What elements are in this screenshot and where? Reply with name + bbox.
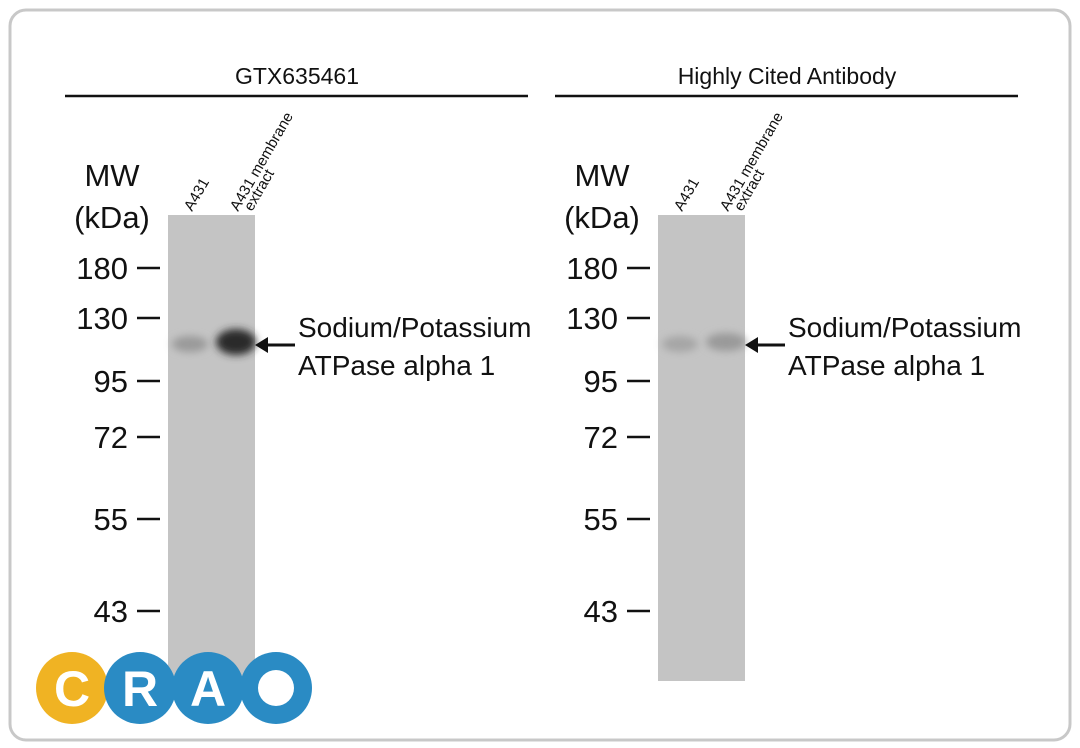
marker-label: 180 — [76, 251, 128, 286]
marker-label: 43 — [584, 594, 618, 629]
gel — [168, 215, 255, 681]
frame — [8, 8, 1072, 742]
marker-label: 43 — [94, 594, 128, 629]
logo-letter: R — [122, 661, 158, 717]
panel-title: GTX635461 — [235, 63, 359, 89]
marker-label: 130 — [566, 301, 618, 336]
logo-letter: A — [190, 661, 226, 717]
band — [172, 336, 208, 352]
band — [216, 329, 256, 355]
marker-label: 130 — [76, 301, 128, 336]
target-label: Sodium/Potassium — [788, 312, 1021, 343]
target-label: Sodium/Potassium — [298, 312, 531, 343]
target-label: ATPase alpha 1 — [788, 350, 985, 381]
marker-label: 72 — [584, 420, 618, 455]
marker-label: 180 — [566, 251, 618, 286]
target-label: ATPase alpha 1 — [298, 350, 495, 381]
gel — [658, 215, 745, 681]
panel-title: Highly Cited Antibody — [678, 63, 897, 89]
mw-label: (kDa) — [564, 200, 640, 235]
logo-letter: C — [54, 661, 90, 717]
marker-label: 95 — [584, 364, 618, 399]
marker-label: 95 — [94, 364, 128, 399]
marker-label: 72 — [94, 420, 128, 455]
arrow-head — [255, 337, 268, 353]
arrow-head — [745, 337, 758, 353]
mw-label: MW — [574, 158, 630, 193]
logo: C R A — [36, 652, 312, 724]
band — [662, 336, 698, 352]
marker-label: 55 — [584, 502, 618, 537]
marker-label: 55 — [94, 502, 128, 537]
mw-label: (kDa) — [74, 200, 150, 235]
band — [706, 333, 746, 351]
mw-label: MW — [84, 158, 140, 193]
